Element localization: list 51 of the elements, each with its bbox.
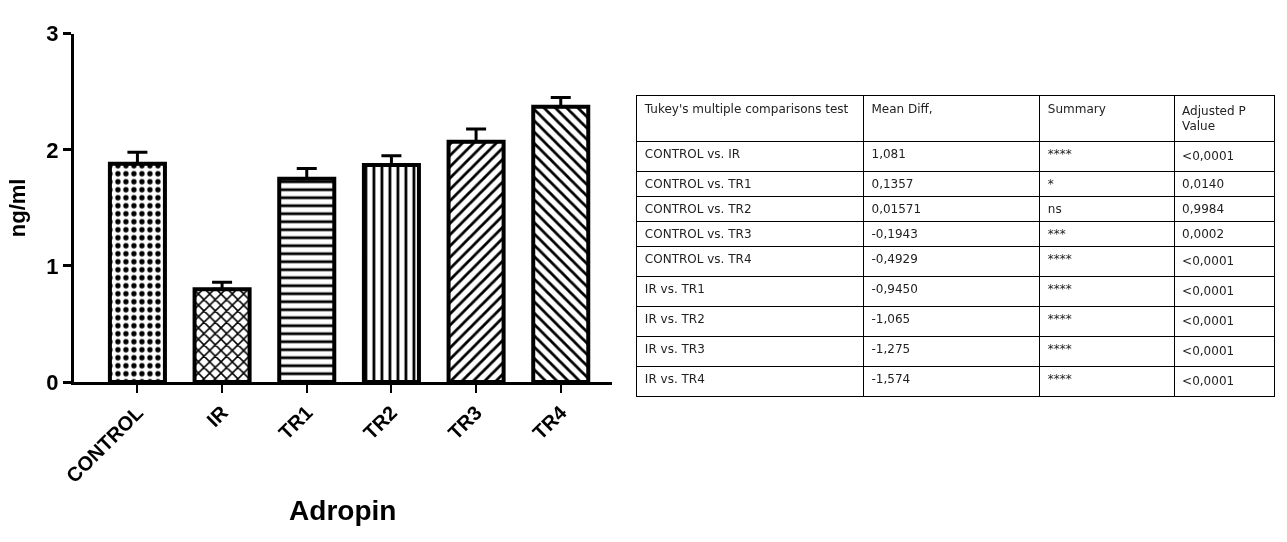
- text: -0,9450: [871, 282, 918, 297]
- text: ****: [1047, 342, 1072, 357]
- text: -1,065: [871, 312, 911, 327]
- text: 0,9984: [1182, 202, 1225, 217]
- text: ****: [1047, 312, 1072, 327]
- text: 0,01571: [871, 202, 922, 217]
- text: CONTROL vs. IR: [644, 147, 741, 162]
- x-tick-label: TR3: [443, 401, 486, 444]
- text: <0,0001: [1182, 149, 1235, 164]
- x-tick-label: TR4: [528, 400, 572, 444]
- text: CONTROL vs. TR1: [644, 177, 752, 192]
- text: 0,0140: [1182, 177, 1225, 192]
- text: -0,1943: [871, 227, 918, 242]
- text: Adjusted P Value: [1182, 103, 1246, 134]
- text: IR vs. TR2: [644, 312, 705, 327]
- text: CONTROL vs. TR3: [644, 227, 752, 242]
- text: -0,4929: [871, 252, 918, 267]
- x-tick-label: TR1: [274, 401, 317, 444]
- text: <0,0001: [1182, 344, 1235, 359]
- text: Tukey's multiple comparisons test: [643, 101, 849, 116]
- text: Summary: [1047, 101, 1106, 116]
- text: -1,574: [871, 372, 911, 387]
- y-tick-label: 3: [46, 21, 59, 47]
- text: IR vs. TR1: [644, 282, 705, 297]
- y-tick-label: 2: [46, 137, 59, 163]
- text: ****: [1047, 252, 1072, 267]
- text: CONTROL vs. TR2: [644, 202, 752, 217]
- text: ****: [1047, 147, 1072, 162]
- text: 1,081: [871, 147, 906, 162]
- x-axis-title: Adropin: [289, 494, 397, 526]
- x-tick-label: IR: [202, 400, 233, 432]
- text: -1,275: [871, 342, 911, 357]
- text: <0,0001: [1182, 284, 1235, 299]
- y-tick-label: 0: [46, 369, 59, 395]
- text: 0,1357: [871, 177, 914, 192]
- text: CONTROL vs. TR4: [644, 252, 752, 267]
- text: ***: [1047, 227, 1066, 242]
- text: IR vs. TR3: [644, 342, 705, 357]
- x-tick-label: TR2: [359, 401, 402, 444]
- text: IR vs. TR4: [644, 372, 705, 387]
- text: <0,0001: [1182, 374, 1235, 389]
- text: ****: [1047, 282, 1072, 297]
- text: ****: [1047, 372, 1072, 387]
- text: <0,0001: [1182, 254, 1235, 269]
- text: <0,0001: [1182, 314, 1235, 329]
- text: Mean Diff,: [871, 101, 933, 116]
- y-tick-label: 1: [46, 253, 59, 279]
- text: 0,0002: [1182, 227, 1225, 242]
- text: *: [1047, 177, 1054, 192]
- text: ns: [1047, 202, 1062, 217]
- y-axis-title: ng/ml: [5, 178, 31, 238]
